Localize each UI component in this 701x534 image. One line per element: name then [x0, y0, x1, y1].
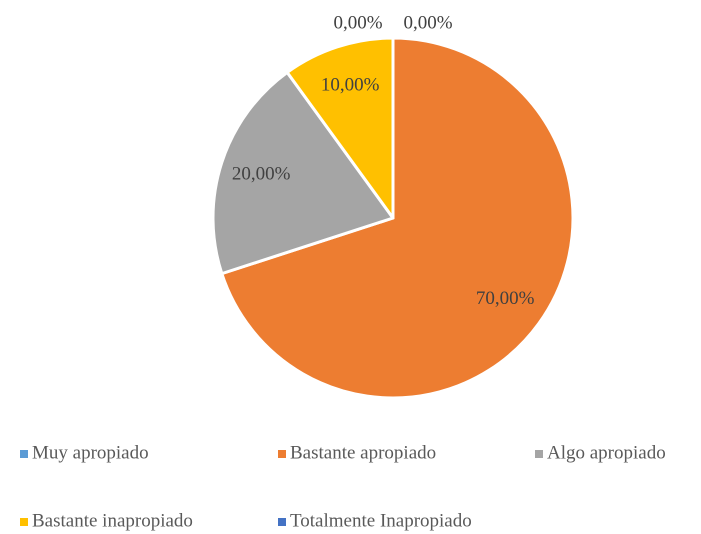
legend-label: Bastante apropiado — [290, 442, 436, 463]
pie-slice — [220, 36, 575, 400]
pie-slice — [285, 36, 395, 220]
legend-swatch — [535, 450, 543, 458]
data-label: 20,00% — [232, 164, 291, 185]
legend: Muy apropiado Bastante apropiado Algo apro… — [20, 442, 666, 531]
legend-label: Algo apropiado — [547, 442, 666, 463]
data-label: 0,00% — [333, 12, 382, 33]
pie-slice — [211, 70, 395, 276]
legend-swatch — [278, 450, 286, 458]
legend-label: Bastante inapropiado — [32, 510, 193, 531]
data-labels: 0,00% 70,00% 20,00% 10,00% 0,00% — [232, 12, 535, 308]
legend-swatch — [20, 450, 28, 458]
pie — [211, 36, 575, 400]
legend-swatch — [20, 518, 28, 526]
legend-label: Totalmente Inapropiado — [290, 510, 472, 531]
data-label: 70,00% — [476, 288, 535, 309]
legend-swatch — [278, 518, 286, 526]
data-label: 0,00% — [403, 12, 452, 33]
data-label: 10,00% — [321, 75, 380, 96]
legend-label: Muy apropiado — [32, 442, 149, 463]
